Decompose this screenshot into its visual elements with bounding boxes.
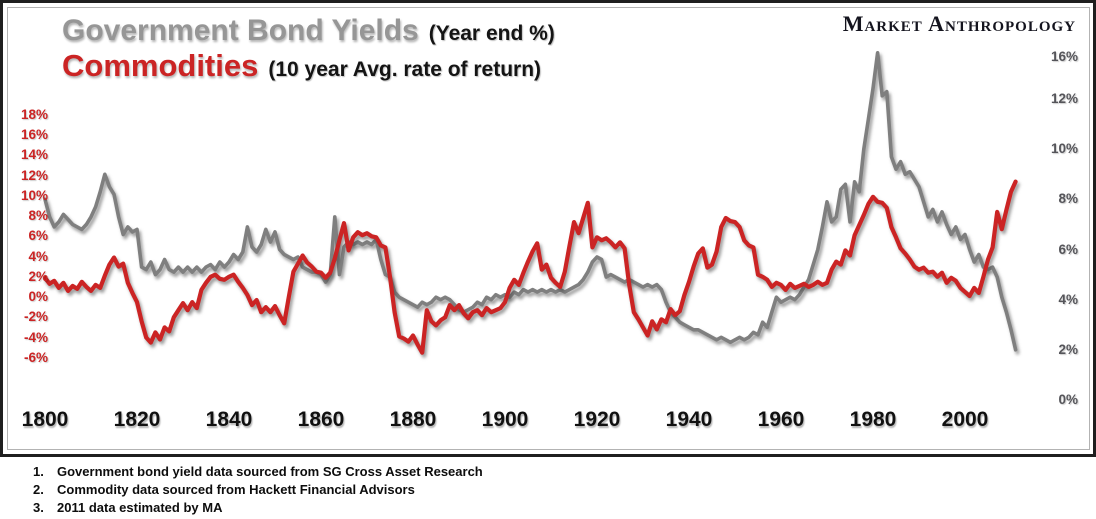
x-axis-tick: 1840	[205, 408, 253, 431]
left-axis-tick: -4%	[23, 329, 48, 345]
left-axis-tick: 14%	[20, 147, 48, 163]
footnote-text: Commodity data sourced from Hackett Fina…	[57, 482, 415, 497]
x-axis-tick: 1880	[389, 408, 437, 431]
footnote-item: 2. Commodity data sourced from Hackett Fi…	[33, 481, 483, 499]
bond-yields-title-suffix: (Year end %)	[428, 22, 555, 45]
x-axis-tick: 1980	[849, 408, 897, 431]
left-axis-tick: -6%	[23, 349, 48, 365]
left-axis-tick: -2%	[23, 309, 48, 325]
bond-yields-title: Government Bond Yields	[62, 14, 419, 47]
footnote-number: 3.	[33, 500, 44, 515]
right-axis-tick: 8%	[1058, 191, 1078, 207]
footnote-number: 1.	[33, 464, 44, 479]
commodities-title-suffix: (10 year Avg. rate of return)	[268, 58, 542, 81]
left-axis-tick: 10%	[20, 187, 48, 203]
left-axis-tick: 12%	[20, 167, 48, 183]
chart-frame	[0, 0, 1096, 457]
left-axis-tick: 18%	[20, 106, 48, 122]
right-axis-tick: 2%	[1058, 341, 1078, 357]
footnote-text: Government bond yield data sourced from …	[57, 464, 483, 479]
chart-titles: Government Bond Yields (Year end %) Comm…	[62, 14, 555, 84]
right-axis-tick: 0%	[1058, 392, 1078, 407]
footnote-text: 2011 data estimated by MA	[57, 500, 223, 515]
footnote-item: 3. 2011 data estimated by MA	[33, 499, 483, 517]
left-axis-tick: 2%	[28, 268, 48, 284]
right-axis-tick: 12%	[1050, 91, 1078, 106]
chart-frame-inner	[7, 7, 1090, 450]
right-axis-tick: 6%	[1058, 241, 1078, 257]
right-axis-tick: 10%	[1050, 141, 1078, 157]
right-axis-tick: 16%	[1050, 49, 1078, 64]
footnote-item: 1. Government bond yield data sourced fro…	[33, 463, 483, 481]
x-axis-tick: 1820	[113, 408, 161, 431]
footnote-number: 2.	[33, 482, 44, 497]
x-axis-tick: 1940	[665, 408, 713, 431]
x-axis-tick: 1800	[21, 408, 69, 431]
left-axis-tick: 8%	[28, 208, 48, 223]
footnotes: 1. Government bond yield data sourced fro…	[33, 463, 483, 517]
left-axis-tick: 0%	[28, 289, 48, 304]
left-axis-tick: 4%	[28, 248, 48, 264]
left-axis-tick: 6%	[28, 228, 48, 244]
right-axis-tick: 4%	[1058, 291, 1078, 307]
x-axis-tick: 1920	[573, 408, 621, 431]
x-axis-tick: 1860	[297, 408, 345, 431]
x-axis-tick: 1900	[481, 408, 529, 431]
left-axis-tick: 16%	[20, 127, 48, 142]
commodities-title: Commodities	[62, 48, 259, 83]
x-axis-tick: 2000	[941, 408, 989, 431]
x-axis-tick: 1960	[757, 408, 805, 431]
brand-logo-text: Market Anthropology	[842, 11, 1076, 36]
